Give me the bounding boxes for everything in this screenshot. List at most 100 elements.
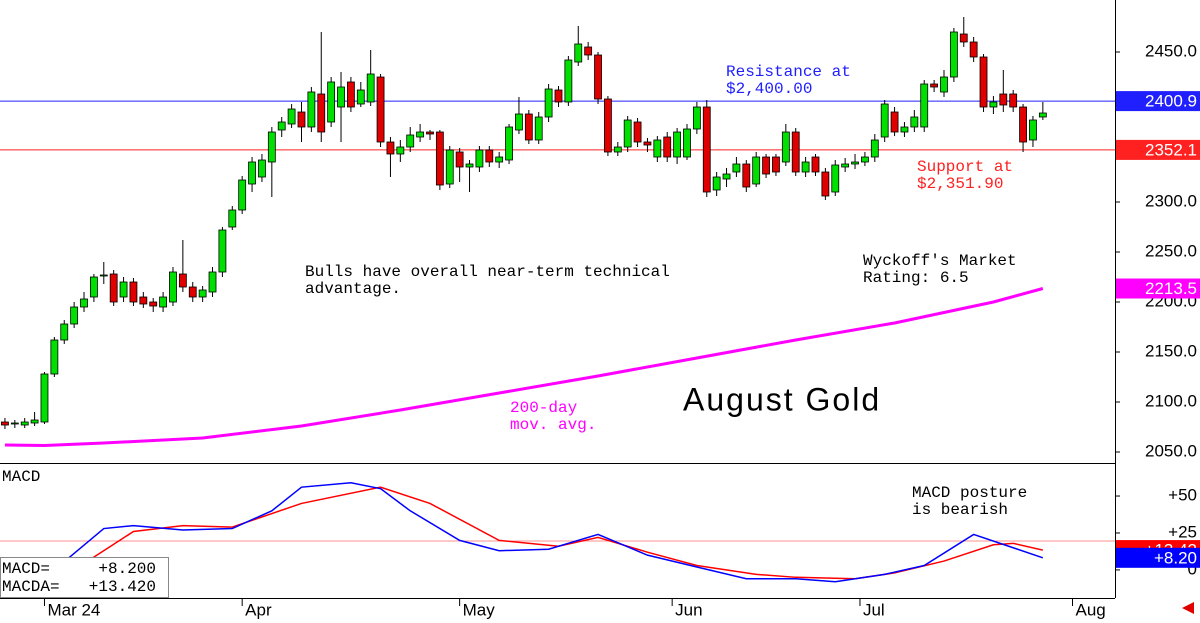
annotation: Rating: 6.5 [863, 269, 969, 287]
annotation: Bulls have overall near-term technical [305, 263, 670, 281]
candle-body [979, 56, 988, 108]
candle-body [317, 93, 326, 133]
candle-body [327, 81, 336, 123]
candle-body [831, 164, 840, 193]
candle-body [584, 46, 593, 56]
annotation: Resistance at [726, 63, 851, 81]
moving-average-line [4, 287, 1044, 448]
readout-name: MACDA= [2, 578, 60, 596]
candle-body [1009, 93, 1018, 108]
x-tick-label: Mar 24 [47, 600, 100, 619]
candle-body [40, 373, 49, 423]
candle-body [159, 296, 167, 308]
y-tick-label: 2300.0 [1145, 191, 1197, 210]
annotation: 200-day [510, 399, 578, 417]
annotation: is bearish [912, 501, 1008, 519]
candle-body [208, 271, 217, 293]
annotation: advantage. [305, 280, 401, 298]
candle-body [515, 113, 523, 131]
candle-body [119, 281, 128, 298]
candle-body [277, 121, 286, 131]
level-box [1116, 139, 1200, 160]
annotation: Wyckoff's Market [863, 252, 1017, 270]
candle-body [445, 149, 454, 185]
candle-body [347, 81, 355, 108]
x-tick-label: May [463, 600, 496, 619]
candle-body [426, 131, 434, 135]
candle-body [534, 116, 543, 141]
candle-body [762, 156, 770, 175]
candle-body [50, 339, 59, 375]
ma-label: 2213.5 [1145, 279, 1197, 298]
y-tick-label: 2150.0 [1145, 341, 1197, 360]
candle-body [712, 176, 721, 191]
candle-body [524, 113, 533, 141]
candle-body [989, 101, 998, 108]
candle-body [376, 76, 385, 143]
candle-body [880, 103, 889, 138]
macd-value-label: +8.20 [1154, 548, 1197, 567]
readout-value: +8.200 [98, 560, 156, 578]
candle-body [801, 161, 810, 173]
candle-body [356, 89, 365, 105]
x-tick-label: Aug [1075, 600, 1105, 619]
candle-body [297, 111, 306, 128]
y-tick-label: 2250.0 [1145, 241, 1197, 260]
candle-body [949, 31, 958, 78]
candle-body [544, 88, 553, 118]
candle-body [129, 281, 138, 303]
candle-body [841, 163, 850, 168]
annotation: mov. avg. [510, 416, 596, 434]
candle-body [732, 163, 741, 173]
candle-body [80, 298, 88, 308]
y-tick-label: 2450.0 [1145, 41, 1197, 60]
x-tick-label: Jun [675, 600, 702, 619]
candle-body [287, 108, 296, 125]
candle-body [564, 59, 573, 103]
candle-body [633, 121, 642, 143]
candle-body [604, 98, 612, 153]
candle-body [1029, 119, 1037, 141]
candle-body [781, 131, 790, 163]
chart-title: August Gold [683, 381, 881, 417]
candle-body [455, 151, 464, 168]
candle-body [692, 106, 701, 130]
candle-body [60, 323, 69, 341]
macd-box [1116, 547, 1200, 568]
candle-body [386, 141, 395, 155]
candle-body [870, 139, 879, 158]
candle-body [900, 126, 909, 133]
macd-title: MACD [2, 468, 40, 486]
candle-body [969, 41, 978, 58]
candle-body [1019, 106, 1027, 143]
y-tick-label: 0 [1188, 559, 1197, 578]
candle-body [910, 116, 919, 128]
candle-body [574, 43, 583, 63]
candle-body [851, 161, 859, 165]
level-label: 2400.9 [1145, 92, 1197, 111]
candle-body [702, 106, 711, 193]
x-tick-label: Apr [245, 600, 272, 619]
candle-body [90, 276, 98, 298]
candle-body [99, 274, 108, 277]
candle-body [505, 126, 513, 161]
candle-body [752, 156, 761, 185]
annotation: MACD posture [912, 484, 1027, 502]
candle-body [435, 131, 444, 186]
readout-box [0, 557, 169, 598]
candle-body [1, 421, 9, 426]
candle-body [673, 131, 682, 158]
y-tick-label: +25 [1168, 522, 1197, 541]
candle-body [238, 179, 247, 211]
candle-body [613, 146, 622, 153]
ma-box [1116, 278, 1200, 299]
y-tick-label: +50 [1168, 486, 1197, 505]
candle-body [495, 156, 504, 163]
candle-body [683, 128, 691, 158]
level-box [1116, 91, 1200, 112]
readout-name: MACD= [2, 560, 50, 578]
candle-body [30, 419, 39, 424]
candle-body [465, 163, 474, 168]
candle-body [416, 131, 425, 138]
